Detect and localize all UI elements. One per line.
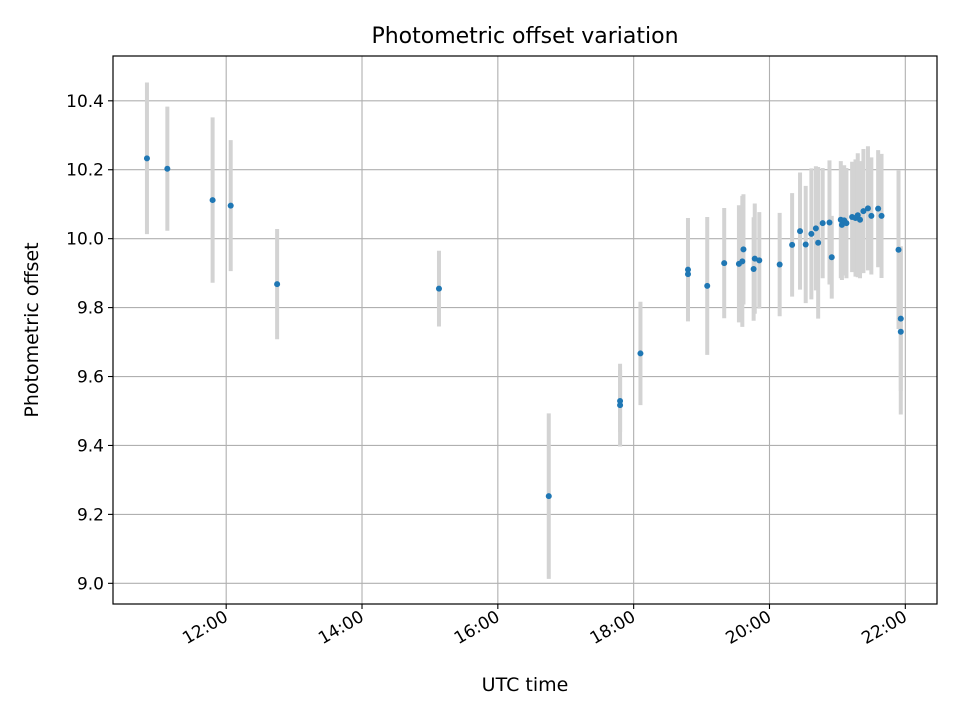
data-point xyxy=(878,212,885,219)
data-point xyxy=(227,202,234,209)
data-point xyxy=(828,254,835,261)
y-tick-label: 9.0 xyxy=(77,574,104,594)
y-tick-label: 10.0 xyxy=(66,230,104,250)
x-axis-title: UTC time xyxy=(482,674,569,696)
data-point xyxy=(750,265,757,272)
data-point xyxy=(843,220,850,227)
data-point xyxy=(740,246,747,253)
y-tick-label: 10.2 xyxy=(66,161,104,181)
data-point xyxy=(617,402,624,409)
data-point xyxy=(684,266,691,273)
data-point xyxy=(684,271,691,278)
data-point xyxy=(617,397,624,404)
data-point xyxy=(857,216,864,223)
data-point xyxy=(895,246,902,253)
data-point xyxy=(435,285,442,292)
data-point xyxy=(864,205,871,212)
data-point xyxy=(789,241,796,248)
data-points xyxy=(143,155,904,500)
data-point xyxy=(868,212,875,219)
data-point xyxy=(860,208,867,215)
data-point xyxy=(854,212,861,219)
data-point xyxy=(826,219,833,226)
data-point xyxy=(897,315,904,322)
data-point xyxy=(897,328,904,335)
data-point xyxy=(838,221,845,228)
data-point xyxy=(875,205,882,212)
data-point xyxy=(704,282,711,289)
y-tick-label: 9.2 xyxy=(77,505,104,525)
data-point xyxy=(164,165,171,172)
data-point xyxy=(637,350,644,357)
y-tick-label: 10.4 xyxy=(66,92,104,112)
data-point xyxy=(739,258,746,265)
grid xyxy=(113,56,937,604)
data-point xyxy=(209,197,216,204)
data-point xyxy=(274,281,281,288)
y-axis-title: Photometric offset xyxy=(21,242,43,417)
data-point xyxy=(751,255,758,262)
y-tick-label: 9.8 xyxy=(77,299,104,319)
plot-frame xyxy=(112,55,938,605)
data-point xyxy=(815,239,822,246)
y-tick-label: 9.4 xyxy=(77,436,104,456)
data-point xyxy=(143,155,150,162)
data-point xyxy=(776,261,783,268)
data-point xyxy=(721,260,728,267)
data-point xyxy=(545,493,552,500)
y-tick-label: 9.6 xyxy=(77,368,104,388)
data-point xyxy=(797,228,804,235)
data-point xyxy=(808,230,815,237)
data-point xyxy=(819,220,826,227)
data-point xyxy=(812,225,819,232)
data-point xyxy=(756,257,763,264)
chart-title: Photometric offset variation xyxy=(371,24,678,49)
y-axis: 9.0 9.2 9.4 9.6 9.8 10.0 10.2 10.4 xyxy=(66,92,113,594)
data-point xyxy=(802,241,809,248)
